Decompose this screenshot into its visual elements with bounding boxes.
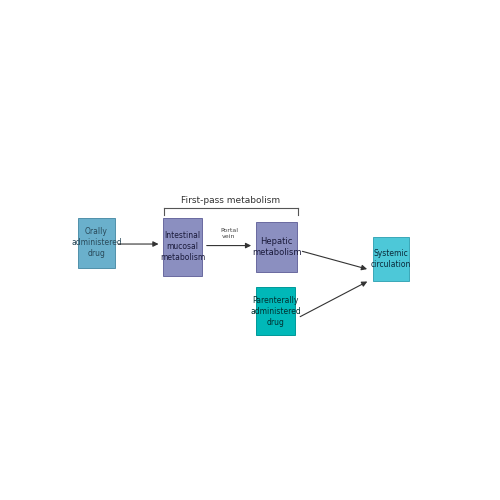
FancyBboxPatch shape [163, 218, 202, 276]
FancyBboxPatch shape [78, 218, 115, 268]
Text: Systemic
circulation: Systemic circulation [370, 249, 411, 270]
Text: Portal
vein: Portal vein [220, 228, 238, 238]
FancyBboxPatch shape [256, 222, 297, 272]
FancyBboxPatch shape [256, 287, 295, 336]
Text: First-pass metabolism: First-pass metabolism [182, 196, 280, 205]
Text: Parenterally
administered
drug: Parenterally administered drug [250, 296, 301, 327]
FancyBboxPatch shape [372, 237, 410, 282]
Text: Orally
administered
drug: Orally administered drug [71, 228, 122, 258]
Text: Hepatic
metabolism: Hepatic metabolism [252, 236, 302, 257]
Text: Intestinal
mucosal
metabolism: Intestinal mucosal metabolism [160, 231, 206, 262]
